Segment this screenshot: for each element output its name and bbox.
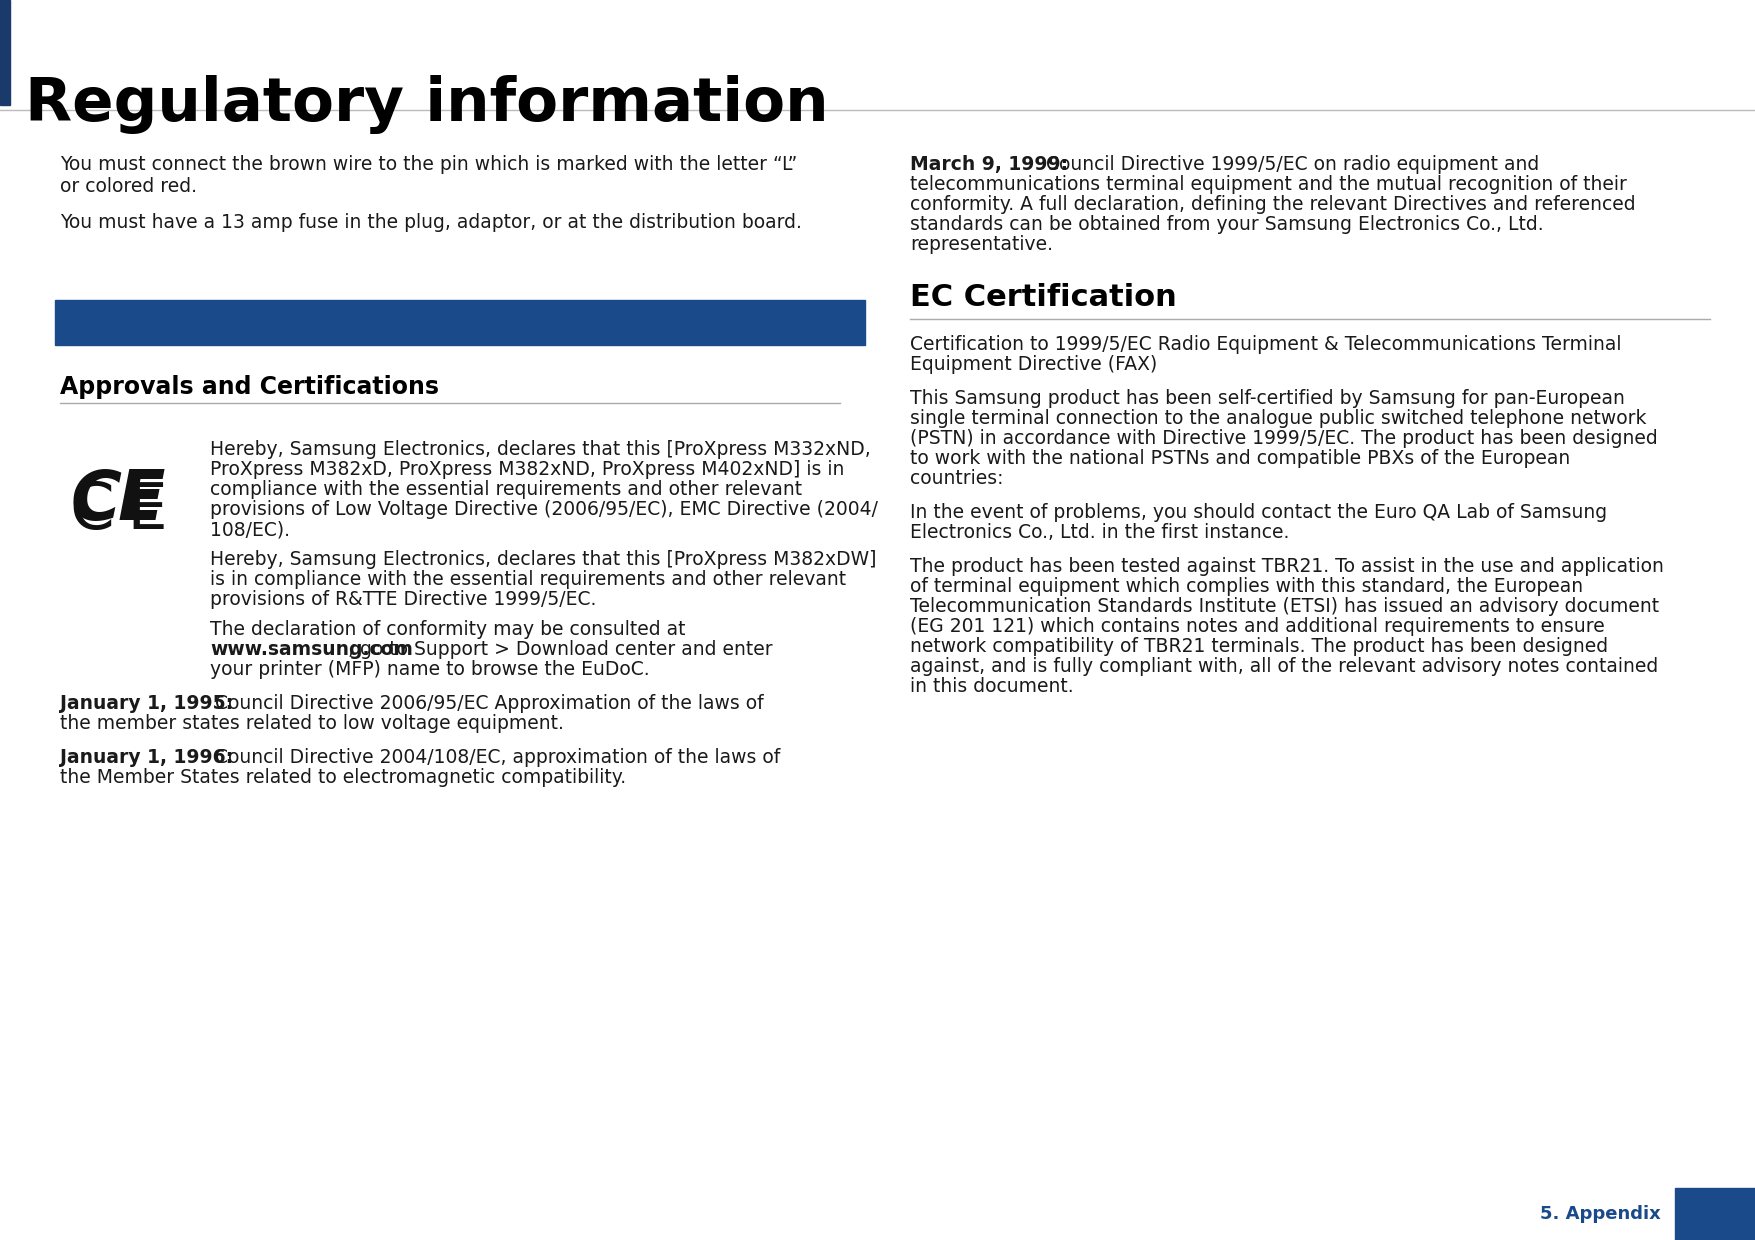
Text: This Samsung product has been self-certified by Samsung for pan-European: This Samsung product has been self-certi… xyxy=(911,389,1625,408)
Text: standards can be obtained from your Samsung Electronics Co., Ltd.: standards can be obtained from your Sams… xyxy=(911,215,1544,234)
Text: , go to Support > Download center and enter: , go to Support > Download center and en… xyxy=(347,640,772,658)
Text: compliance with the essential requirements and other relevant: compliance with the essential requiremen… xyxy=(211,480,802,498)
Text: In the event of problems, you should contact the Euro QA Lab of Samsung: In the event of problems, you should con… xyxy=(911,503,1608,522)
Text: the member states related to low voltage equipment.: the member states related to low voltage… xyxy=(60,714,563,733)
Text: 5. Appendix: 5. Appendix xyxy=(1539,1205,1660,1223)
Text: in this document.: in this document. xyxy=(911,677,1074,696)
Text: the Member States related to electromagnetic compatibility.: the Member States related to electromagn… xyxy=(60,768,627,787)
Text: www.samsung.com: www.samsung.com xyxy=(211,640,412,658)
Text: 108/EC).: 108/EC). xyxy=(211,520,290,539)
Text: January 1, 1996:: January 1, 1996: xyxy=(60,748,233,768)
Text: 125: 125 xyxy=(1694,1169,1737,1189)
Text: You must have a 13 amp fuse in the plug, adaptor, or at the distribution board.: You must have a 13 amp fuse in the plug,… xyxy=(60,213,802,232)
Text: or colored red.: or colored red. xyxy=(60,177,197,196)
Text: to work with the national PSTNs and compatible PBXs of the European: to work with the national PSTNs and comp… xyxy=(911,449,1571,467)
Text: ProXpress M382xD, ProXpress M382xND, ProXpress M402xND] is in: ProXpress M382xD, ProXpress M382xND, Pro… xyxy=(211,460,844,479)
Bar xyxy=(1674,1188,1755,1240)
Text: The product has been tested against TBR21. To assist in the use and application: The product has been tested against TBR2… xyxy=(911,557,1664,577)
Text: Certification to 1999/5/EC Radio Equipment & Telecommunications Terminal: Certification to 1999/5/EC Radio Equipme… xyxy=(911,335,1622,353)
Text: Declaration of conformity (European countries): Declaration of conformity (European coun… xyxy=(70,308,642,329)
Text: single terminal connection to the analogue public switched telephone network: single terminal connection to the analog… xyxy=(911,409,1646,428)
Text: E: E xyxy=(118,467,165,534)
Text: Electronics Co., Ltd. in the first instance.: Electronics Co., Ltd. in the first insta… xyxy=(911,523,1290,542)
Text: conformity. A full declaration, defining the relevant Directives and referenced: conformity. A full declaration, defining… xyxy=(911,195,1636,215)
Text: You must connect the brown wire to the pin which is marked with the letter “L”: You must connect the brown wire to the p… xyxy=(60,155,797,174)
Text: C: C xyxy=(70,467,121,534)
Text: Council Directive 2004/108/EC, approximation of the laws of: Council Directive 2004/108/EC, approxima… xyxy=(216,748,781,768)
Text: is in compliance with the essential requirements and other relevant: is in compliance with the essential requ… xyxy=(211,570,846,589)
Text: Council Directive 2006/95/EC Approximation of the laws of: Council Directive 2006/95/EC Approximati… xyxy=(216,694,763,713)
Text: EC Certification: EC Certification xyxy=(911,283,1178,312)
Text: provisions of R&TTE Directive 1999/5/EC.: provisions of R&TTE Directive 1999/5/EC. xyxy=(211,590,597,609)
Text: Regulatory information: Regulatory information xyxy=(25,74,828,134)
Text: network compatibility of TBR21 terminals. The product has been designed: network compatibility of TBR21 terminals… xyxy=(911,637,1608,656)
Text: Hereby, Samsung Electronics, declares that this [ProXpress M382xDW]: Hereby, Samsung Electronics, declares th… xyxy=(211,551,876,569)
Text: your printer (MFP) name to browse the EuDoC.: your printer (MFP) name to browse the Eu… xyxy=(211,660,649,680)
Text: (PSTN) in accordance with Directive 1999/5/EC. The product has been designed: (PSTN) in accordance with Directive 1999… xyxy=(911,429,1658,448)
Text: Council Directive 1999/5/EC on radio equipment and: Council Directive 1999/5/EC on radio equ… xyxy=(1041,155,1539,174)
Text: of terminal equipment which complies with this standard, the European: of terminal equipment which complies wit… xyxy=(911,577,1583,596)
Text: C E: C E xyxy=(70,480,168,542)
Text: provisions of Low Voltage Directive (2006/95/EC), EMC Directive (2004/: provisions of Low Voltage Directive (200… xyxy=(211,500,878,520)
Text: countries:: countries: xyxy=(911,469,1004,489)
Text: against, and is fully compliant with, all of the relevant advisory notes contain: against, and is fully compliant with, al… xyxy=(911,657,1658,676)
Text: (EG 201 121) which contains notes and additional requirements to ensure: (EG 201 121) which contains notes and ad… xyxy=(911,618,1604,636)
Text: Telecommunication Standards Institute (ETSI) has issued an advisory document: Telecommunication Standards Institute (E… xyxy=(911,596,1658,616)
Text: telecommunications terminal equipment and the mutual recognition of their: telecommunications terminal equipment an… xyxy=(911,175,1627,193)
Text: The declaration of conformity may be consulted at: The declaration of conformity may be con… xyxy=(211,620,686,639)
Bar xyxy=(54,300,865,345)
Text: representative.: representative. xyxy=(911,236,1053,254)
Bar xyxy=(0,0,11,105)
Text: January 1, 1995:: January 1, 1995: xyxy=(60,694,233,713)
Text: Approvals and Certifications: Approvals and Certifications xyxy=(60,374,439,399)
Text: Equipment Directive (FAX): Equipment Directive (FAX) xyxy=(911,355,1157,374)
Text: Hereby, Samsung Electronics, declares that this [ProXpress M332xND,: Hereby, Samsung Electronics, declares th… xyxy=(211,440,870,459)
Text: March 9, 1999:: March 9, 1999: xyxy=(911,155,1069,174)
